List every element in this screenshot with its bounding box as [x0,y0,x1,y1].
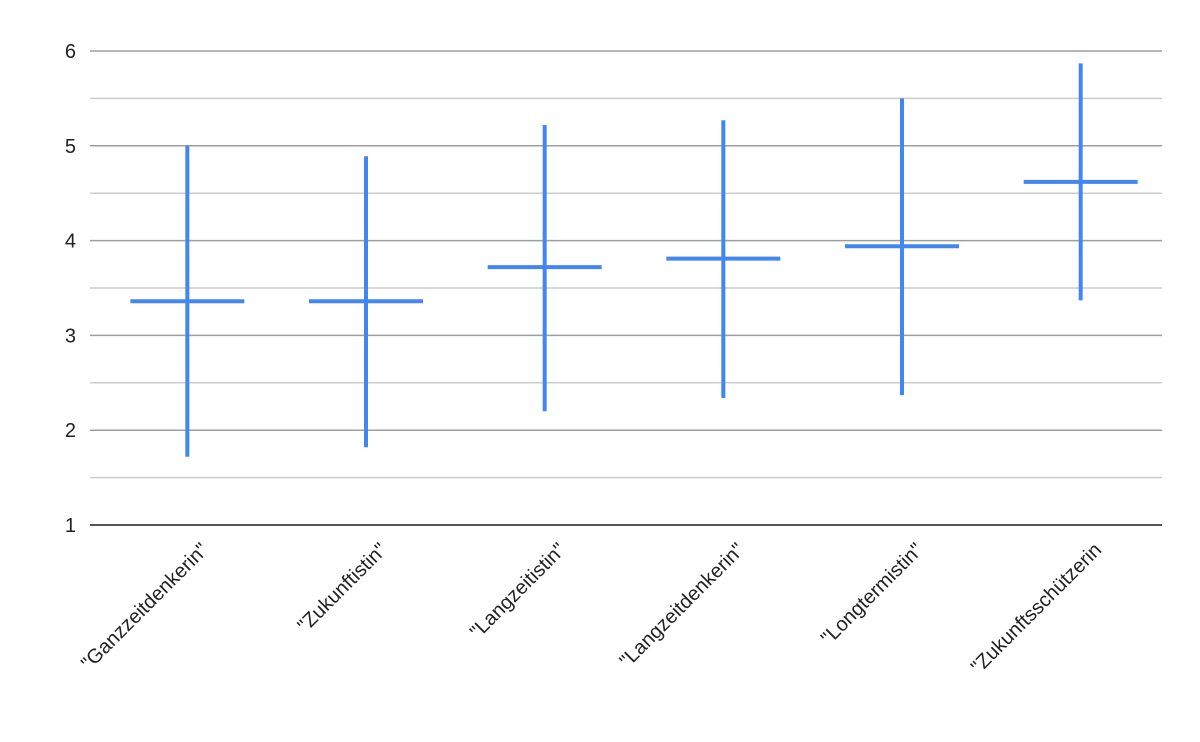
y-tick-label: 1 [65,515,76,537]
x-category-label: "Langzeitistin" [466,539,570,643]
y-tick-label: 5 [65,136,76,158]
x-category-label: "Longtermistin" [817,539,927,649]
x-axis-category-labels: "Ganzzeitdenkerin" "Zukunftistin" "Langzei… [77,539,1106,678]
y-tick-label: 4 [65,231,76,253]
y-axis-tick-labels: 1 2 3 4 5 6 [65,41,76,537]
x-category-label: "Zukunftsschützerin [967,539,1106,678]
y-tick-label: 3 [65,325,76,347]
gridlines [90,50,1162,526]
x-category-label: "Ganzzeitdenkerin" [77,539,213,675]
y-tick-label: 2 [65,420,76,442]
x-category-label: "Langzeitdenkerin" [616,539,749,672]
error-bar-marks [130,63,1138,457]
y-tick-label: 6 [65,41,76,63]
x-category-label: "Zukunftistin" [294,539,392,637]
